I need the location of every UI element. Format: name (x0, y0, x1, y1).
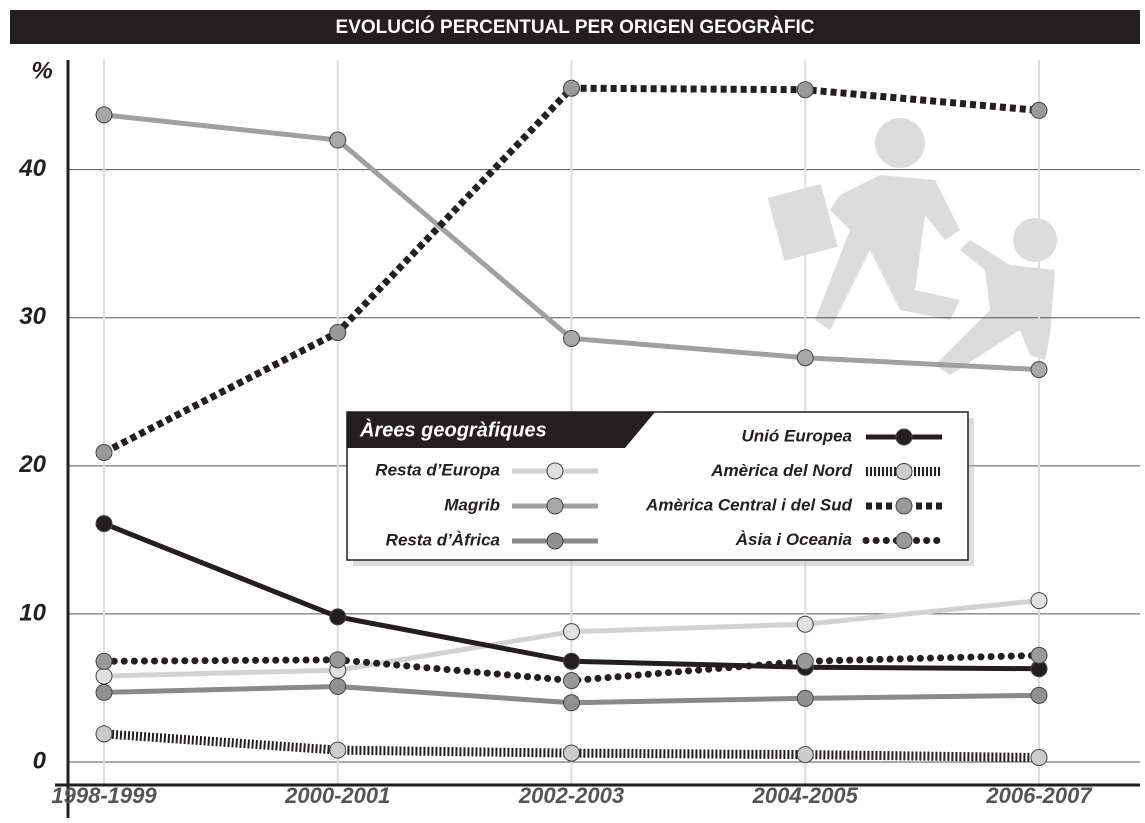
data-point (796, 615, 814, 633)
legend-title: Àrees geogràfiques (359, 418, 547, 441)
data-point (1030, 646, 1048, 664)
data-point (563, 694, 580, 712)
data-point (95, 106, 113, 124)
data-point (1030, 686, 1048, 704)
legend-label: Amèrica del Nord (710, 461, 852, 480)
data-point (563, 744, 580, 762)
data-point (796, 746, 814, 764)
legend-marker (546, 497, 564, 515)
data-point (1030, 749, 1048, 767)
legend-label: Magrib (444, 495, 500, 514)
legend-marker (895, 497, 913, 515)
y-tick-label: 30 (19, 303, 46, 330)
data-point (796, 81, 814, 99)
data-point (95, 667, 113, 685)
data-point (796, 349, 814, 367)
data-point (329, 677, 347, 695)
data-point (563, 79, 580, 97)
legend-marker (895, 428, 913, 446)
chart-title: EVOLUCIÓ PERCENTUAL PER ORIGEN GEOGRÀFIC (336, 16, 815, 38)
data-point (329, 324, 347, 342)
y-tick-label: 0 (33, 747, 47, 774)
legend-marker (895, 532, 913, 549)
data-point (563, 652, 580, 670)
x-tick-label: 2006-2007 (985, 783, 1093, 808)
data-point (796, 689, 814, 707)
legend-label: Unió Europea (741, 426, 852, 445)
data-point (1030, 101, 1048, 119)
data-point (95, 725, 113, 743)
legend-label: Àsia i Oceania (735, 530, 852, 549)
series-line (100, 651, 1043, 685)
data-point (563, 329, 580, 347)
legend-title-bar (347, 412, 655, 448)
title-bar (10, 10, 1140, 44)
data-point (95, 444, 113, 462)
x-tick-label: 2002-2003 (518, 783, 624, 808)
legend: Àrees geogràfiques Resta d’Europa Magrib R… (346, 411, 974, 566)
data-point (1030, 592, 1048, 610)
data-point (95, 515, 113, 533)
data-point (95, 683, 113, 701)
data-point (796, 652, 814, 670)
legend-marker (546, 462, 564, 480)
y-axis-label: % (31, 57, 52, 84)
data-point (329, 131, 347, 149)
legend-label: Resta d’Àfrica (386, 530, 500, 549)
data-point (563, 672, 580, 690)
data-point (329, 608, 347, 626)
y-tick-label: 20 (18, 451, 46, 478)
data-point (329, 741, 347, 759)
x-tick-label: 2004-2005 (752, 783, 859, 808)
silhouette (767, 118, 1057, 375)
data-point (563, 623, 580, 641)
data-point (95, 652, 113, 670)
data-point (1030, 361, 1048, 379)
x-tick-label: 2000-2001 (284, 783, 390, 808)
plot (95, 79, 1048, 767)
data-point (329, 651, 347, 669)
legend-label: Resta d’Europa (375, 460, 500, 479)
y-tick-label: 40 (18, 155, 46, 182)
y-tick-label: 10 (19, 599, 46, 626)
legend-label: Amèrica Central i del Sud (645, 495, 853, 514)
legend-marker (546, 532, 564, 550)
legend-marker (895, 463, 913, 480)
x-tick-label: 1998-1999 (51, 783, 157, 808)
